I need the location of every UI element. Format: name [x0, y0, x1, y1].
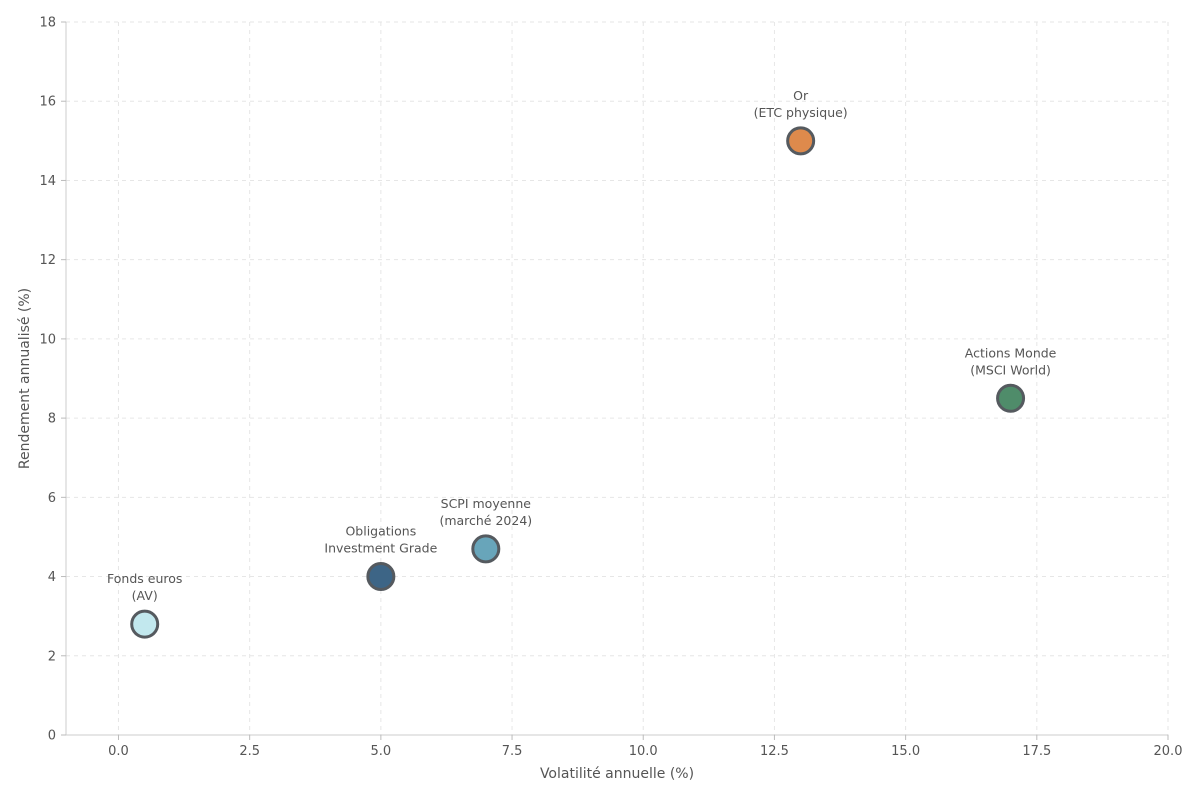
x-tick-label: 12.5: [760, 744, 789, 759]
y-axis-title: Rendement annualisé (%): [17, 288, 33, 469]
axes: [65, 22, 1168, 736]
y-tick-label: 18: [39, 16, 56, 31]
x-tick-label: 10.0: [629, 744, 658, 759]
y-tick-label: 8: [48, 412, 56, 427]
point-label-line: (MSCI World): [970, 362, 1051, 377]
point-or[interactable]: [786, 126, 816, 156]
x-axis-title: Volatilité annuelle (%): [540, 766, 694, 782]
x-ticks: 0.0 2.5 5.0 7.5 10.0 12.5 15.0 17.5 20.0: [108, 735, 1182, 759]
point-label-line: Fonds euros: [107, 571, 182, 586]
point-label-line: (AV): [132, 588, 158, 603]
point-actions-monde[interactable]: [996, 383, 1026, 413]
x-tick-label: 20.0: [1154, 744, 1183, 759]
point-labels: Fonds euros (AV) Obligations Investment Gra…: [107, 88, 1057, 603]
x-tick-label: 17.5: [1022, 744, 1051, 759]
point-label-obligations: Obligations Investment Grade: [324, 524, 437, 556]
x-tick-label: 7.5: [502, 744, 523, 759]
x-tick-label: 2.5: [239, 744, 260, 759]
point-label-fonds-euros: Fonds euros (AV): [107, 571, 182, 603]
y-tick-label: 2: [48, 649, 56, 664]
y-tick-label: 12: [39, 253, 56, 268]
point-label-line: Investment Grade: [324, 541, 437, 556]
y-tick-label: 16: [39, 95, 56, 110]
point-label-scpi: SCPI moyenne (marché 2024): [439, 496, 532, 528]
point-label-or: Or (ETC physique): [754, 88, 848, 120]
point-label-line: Or: [793, 88, 809, 103]
point-fonds-euros[interactable]: [130, 609, 160, 639]
y-tick-label: 4: [48, 570, 56, 585]
x-tick-label: 0.0: [108, 744, 129, 759]
data-points: [130, 126, 1026, 639]
y-ticks: 0 2 4 6 8 10 12 14 16 18: [39, 16, 66, 744]
y-tick-label: 14: [39, 174, 56, 189]
y-tick-label: 10: [39, 332, 56, 347]
point-label-actions-monde: Actions Monde (MSCI World): [965, 345, 1057, 377]
grid: [66, 21, 1169, 736]
y-tick-label: 6: [48, 491, 56, 506]
y-tick-label: 0: [48, 729, 56, 744]
point-label-line: Obligations: [345, 524, 416, 539]
point-label-line: (ETC physique): [754, 105, 848, 120]
point-obligations[interactable]: [366, 562, 396, 592]
point-scpi[interactable]: [471, 534, 501, 564]
x-tick-label: 5.0: [371, 744, 392, 759]
point-label-line: Actions Monde: [965, 345, 1057, 360]
point-label-line: (marché 2024): [439, 513, 532, 528]
point-label-line: SCPI moyenne: [441, 496, 532, 511]
x-tick-label: 15.0: [891, 744, 920, 759]
